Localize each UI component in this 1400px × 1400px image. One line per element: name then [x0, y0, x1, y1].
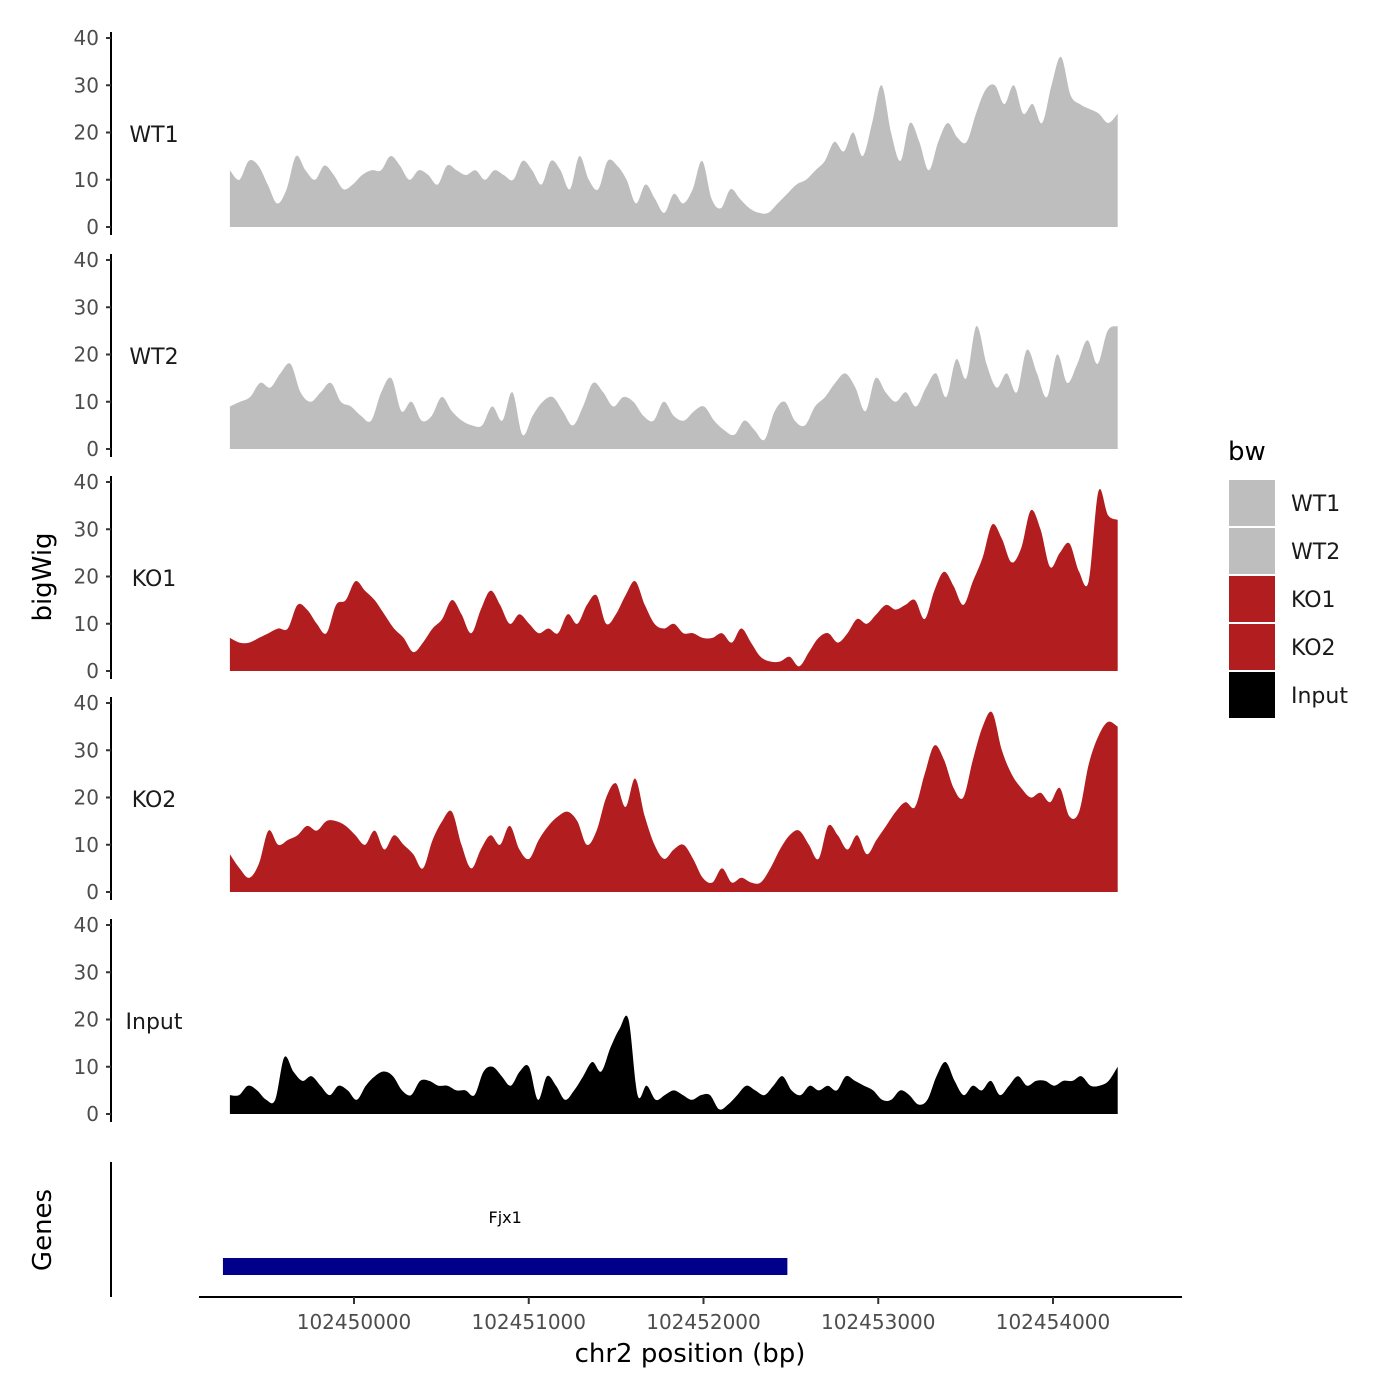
x-tick-label: 102454000: [996, 1310, 1111, 1334]
legend-label-ko2: KO2: [1291, 636, 1336, 661]
y-tick-label: 30: [74, 960, 99, 984]
gene-body-fjx1: [222, 1258, 788, 1275]
track-label-ko1: KO1: [132, 567, 177, 592]
legend-label-wt2: WT2: [1291, 540, 1340, 565]
legend-swatch-ko1: [1229, 576, 1275, 622]
x-tick-label: 102451000: [471, 1310, 586, 1334]
legend-items: WT1 WT2 KO1 KO2 Input: [1229, 480, 1348, 718]
legend-swatch-ko2: [1229, 624, 1275, 670]
y-tick-label: 40: [74, 913, 99, 937]
y-tick-label: 30: [74, 738, 99, 762]
y-tick-label: 30: [74, 73, 99, 97]
area-series-input: [229, 1015, 1118, 1114]
y-tick-label: 0: [86, 215, 99, 239]
y-tick-label: 10: [74, 612, 99, 636]
y-tick-label: 40: [74, 26, 99, 50]
legend-label-wt1: WT1: [1291, 492, 1340, 517]
y-tick-label: 20: [74, 121, 99, 145]
y-axis-title: bigWig: [28, 532, 58, 621]
genes-panel: Genes Fjx1: [28, 1162, 788, 1297]
y-tick-label: 10: [74, 833, 99, 857]
legend-swatch-wt1: [1229, 480, 1275, 526]
track-label-ko2: KO2: [132, 788, 177, 813]
legend-label-input: Input: [1291, 684, 1348, 709]
signal-tracks: 0 10 20 30 40 WT1 0 10 20 30 40 WT2 0 10 20 30 40 KO1 0 10 2…: [74, 26, 1118, 1126]
y-tick-label: 0: [86, 1102, 99, 1126]
track-label-wt2: WT2: [129, 345, 178, 370]
area-series-wt1: [229, 56, 1118, 227]
x-ticks: 102450000 102451000 102452000 102453000 1024…: [297, 1297, 1111, 1334]
y-tick-label: 30: [74, 295, 99, 319]
x-axis-title: chr2 position (bp): [575, 1339, 806, 1369]
track-panel-ko1: 0 10 20 30 40 KO1: [74, 470, 1118, 683]
track-panel-wt1: 0 10 20 30 40 WT1: [74, 26, 1118, 239]
y-tick-label: 20: [74, 1008, 99, 1032]
track-label-wt1: WT1: [129, 123, 178, 148]
y-tick-label: 40: [74, 691, 99, 715]
area-series-ko2: [229, 711, 1118, 892]
x-axis: 102450000 102451000 102452000 102453000 1024…: [199, 1296, 1182, 1369]
track-panel-input: 0 10 20 30 40 Input: [74, 913, 1118, 1126]
y-tick-label: 30: [74, 517, 99, 541]
y-tick-label: 20: [74, 343, 99, 367]
track-panel-ko2: 0 10 20 30 40 KO2: [74, 691, 1118, 904]
y-tick-label: 40: [74, 470, 99, 494]
area-series-wt2: [229, 325, 1118, 449]
legend-label-ko1: KO1: [1291, 588, 1336, 613]
y-tick-label: 0: [86, 437, 99, 461]
y-tick-label: 0: [86, 880, 99, 904]
y-tick-label: 10: [74, 390, 99, 414]
x-tick-label: 102450000: [297, 1310, 412, 1334]
gene-models: Fjx1: [222, 1208, 788, 1275]
track-label-input: Input: [126, 1010, 183, 1035]
x-tick-label: 102453000: [821, 1310, 936, 1334]
legend-swatch-wt2: [1229, 528, 1275, 574]
legend-title: bw: [1228, 437, 1266, 467]
x-tick-label: 102452000: [646, 1310, 761, 1334]
genes-panel-label: Genes: [28, 1189, 58, 1271]
y-tick-label: 10: [74, 168, 99, 192]
y-tick-label: 20: [74, 565, 99, 589]
track-panel-wt2: 0 10 20 30 40 WT2: [74, 248, 1118, 461]
legend-swatch-input: [1229, 672, 1275, 718]
y-tick-label: 20: [74, 786, 99, 810]
gene-label-fjx1: Fjx1: [489, 1208, 522, 1227]
y-tick-label: 0: [86, 659, 99, 683]
area-series-ko1: [229, 489, 1118, 671]
y-tick-label: 40: [74, 248, 99, 272]
y-tick-label: 10: [74, 1055, 99, 1079]
legend: bw WT1 WT2 KO1 KO2 Input: [1228, 437, 1348, 718]
